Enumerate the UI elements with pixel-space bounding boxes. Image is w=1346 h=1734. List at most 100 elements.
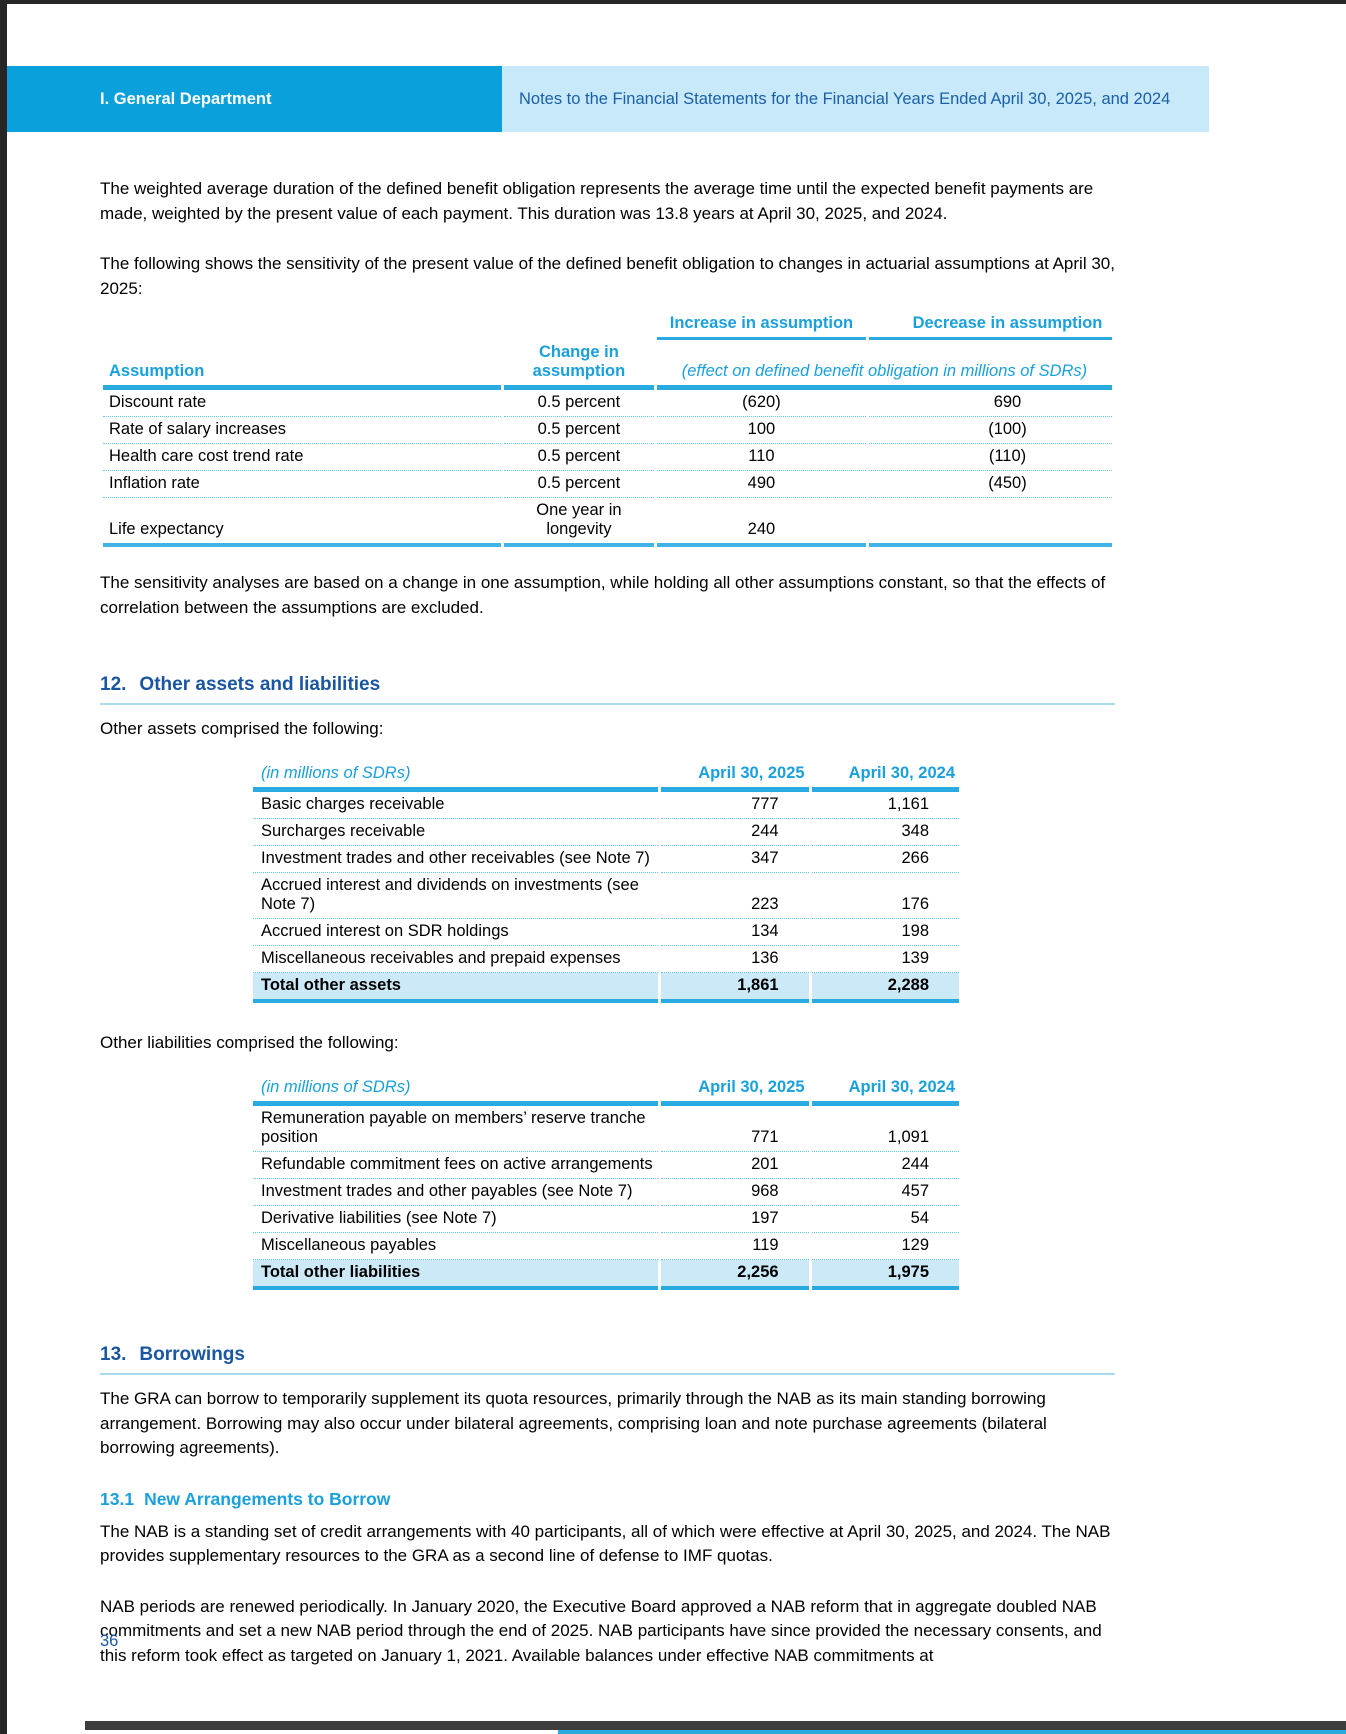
section-heading-12: 12. Other assets and liabilities	[100, 674, 1115, 705]
cell-value-2025: 347	[661, 846, 809, 873]
table-total-row: Total other assets 1,861 2,288	[253, 973, 959, 1003]
cell-assumption: Inflation rate	[103, 471, 501, 498]
column-header-assumption: Assumption	[103, 340, 501, 390]
page-number: 36	[100, 1632, 119, 1650]
cell-value-2024: 129	[811, 1233, 959, 1260]
cell-value-2025: 201	[661, 1152, 809, 1179]
cell-change: 0.5 percent	[503, 417, 654, 444]
cell-change: 0.5 percent	[503, 444, 654, 471]
cell-label: Miscellaneous payables	[253, 1233, 659, 1260]
spacer-cell	[504, 311, 654, 340]
paragraph-duration: The weighted average duration of the def…	[100, 179, 1094, 223]
cell-value-2024: 457	[811, 1179, 959, 1206]
table-row: Inflation rate 0.5 percent 490 (450)	[103, 471, 1112, 498]
cell-decrease: 690	[868, 390, 1112, 417]
cell-value-2025: 197	[661, 1206, 809, 1233]
unit-header: (in millions of SDRs)	[253, 761, 659, 792]
table-row: Rate of salary increases 0.5 percent 100…	[103, 417, 1112, 444]
page-header-band: I. General Department Notes to the Finan…	[7, 66, 1209, 132]
page-content: The weighted average duration of the def…	[100, 177, 1115, 1668]
cell-value-2025: 777	[661, 792, 809, 819]
cell-decrease: (450)	[868, 471, 1112, 498]
table-row: Health care cost trend rate 0.5 percent …	[103, 444, 1112, 471]
cell-label: Surcharges receivable	[253, 819, 659, 846]
other-assets-table: (in millions of SDRs) April 30, 2025 Apr…	[250, 761, 962, 1003]
cell-value-2025: 244	[661, 819, 809, 846]
paragraph-sensitivity-note: The sensitivity analyses are based on a …	[100, 573, 1106, 617]
table-total-row: Total other liabilities 2,256 1,975	[253, 1260, 959, 1290]
column-header-effect-note: (effect on defined benefit obligation in…	[656, 340, 1112, 390]
cell-increase: (620)	[656, 390, 866, 417]
cell-increase: 240	[656, 498, 866, 547]
cell-change: 0.5 percent	[503, 390, 654, 417]
table-row: Life expectancy One year in longevity 24…	[103, 498, 1112, 547]
subsection-heading-13-1: 13.1 New Arrangements to Borrow	[100, 1489, 1115, 1510]
cell-total-label: Total other liabilities	[253, 1260, 659, 1290]
cell-total-2025: 1,861	[661, 973, 809, 1003]
cell-assumption: Discount rate	[103, 390, 501, 417]
table-row: Miscellaneous payables 119 129	[253, 1233, 959, 1260]
table-row: Accrued interest and dividends on invest…	[253, 873, 959, 919]
table-row: Investment trades and other receivables …	[253, 846, 959, 873]
cell-value-2024: 139	[811, 946, 959, 973]
cell-assumption: Rate of salary increases	[103, 417, 501, 444]
cell-assumption: Health care cost trend rate	[103, 444, 501, 471]
screen-left-edge	[0, 0, 7, 1734]
cell-value-2025: 134	[661, 919, 809, 946]
cell-value-2024: 348	[811, 819, 959, 846]
section-number: 12.	[100, 674, 127, 695]
table-row: Derivative liabilities (see Note 7) 197 …	[253, 1206, 959, 1233]
section-title: Other assets and liabilities	[139, 674, 381, 695]
cell-decrease: (110)	[868, 444, 1112, 471]
table-header-row: (in millions of SDRs) April 30, 2025 Apr…	[253, 761, 959, 792]
cell-increase: 100	[656, 417, 866, 444]
subsection-title: New Arrangements to Borrow	[144, 1488, 391, 1509]
section-number: 13.	[100, 1344, 127, 1365]
subsection-number: 13.1	[100, 1488, 135, 1509]
cell-increase: 490	[656, 471, 866, 498]
document-page: I. General Department Notes to the Finan…	[7, 4, 1346, 1668]
paragraph-sensitivity-intro: The following shows the sensitivity of t…	[100, 254, 1115, 298]
column-header-change: Change in assumption	[503, 340, 654, 390]
cell-label: Remuneration payable on members’ reserve…	[253, 1106, 659, 1152]
spacer-cell	[103, 311, 501, 340]
unit-header: (in millions of SDRs)	[253, 1075, 659, 1106]
table-row: Basic charges receivable 777 1,161	[253, 792, 959, 819]
table-row: Accrued interest on SDR holdings 134 198	[253, 919, 959, 946]
paragraph-borrowings: The GRA can borrow to temporarily supple…	[100, 1389, 1047, 1457]
cell-label: Miscellaneous receivables and prepaid ex…	[253, 946, 659, 973]
assets-intro: Other assets comprised the following:	[100, 719, 384, 738]
cell-value-2024: 1,161	[811, 792, 959, 819]
cell-value-2025: 968	[661, 1179, 809, 1206]
column-header-2024: April 30, 2024	[811, 761, 959, 792]
header-notes-title: Notes to the Financial Statements for th…	[502, 66, 1209, 132]
cell-label: Refundable commitment fees on active arr…	[253, 1152, 659, 1179]
group-header-decrease: Decrease in assumption	[868, 311, 1112, 340]
other-liabilities-table: (in millions of SDRs) April 30, 2025 Apr…	[250, 1075, 962, 1290]
cell-value-2025: 136	[661, 946, 809, 973]
section-heading-13: 13. Borrowings	[100, 1344, 1115, 1375]
cell-label: Accrued interest on SDR holdings	[253, 919, 659, 946]
table-row: Increase in assumption Decrease in assum…	[103, 311, 1112, 340]
cell-label: Investment trades and other payables (se…	[253, 1179, 659, 1206]
paragraph-nab-2: NAB periods are renewed periodically. In…	[100, 1596, 1102, 1665]
table-row: Remuneration payable on members’ reserve…	[253, 1106, 959, 1152]
sensitivity-table: Increase in assumption Decrease in assum…	[100, 311, 1115, 547]
cell-label: Basic charges receivable	[253, 792, 659, 819]
cell-label: Derivative liabilities (see Note 7)	[253, 1206, 659, 1233]
liabilities-intro: Other liabilities comprised the followin…	[100, 1033, 399, 1052]
cell-decrease	[868, 498, 1112, 547]
cell-total-2025: 2,256	[661, 1260, 809, 1290]
cell-value-2024: 198	[811, 919, 959, 946]
header-section-title: I. General Department	[7, 66, 502, 132]
cell-change: 0.5 percent	[503, 471, 654, 498]
table-header-row: (in millions of SDRs) April 30, 2025 Apr…	[253, 1075, 959, 1106]
table-row: Discount rate 0.5 percent (620) 690	[103, 390, 1112, 417]
cell-increase: 110	[656, 444, 866, 471]
column-header-2024: April 30, 2024	[811, 1075, 959, 1106]
cell-label: Accrued interest and dividends on invest…	[253, 873, 659, 919]
cell-total-label: Total other assets	[253, 973, 659, 1003]
cell-total-2024: 1,975	[811, 1260, 959, 1290]
table-row: Miscellaneous receivables and prepaid ex…	[253, 946, 959, 973]
cell-assumption: Life expectancy	[103, 498, 501, 547]
